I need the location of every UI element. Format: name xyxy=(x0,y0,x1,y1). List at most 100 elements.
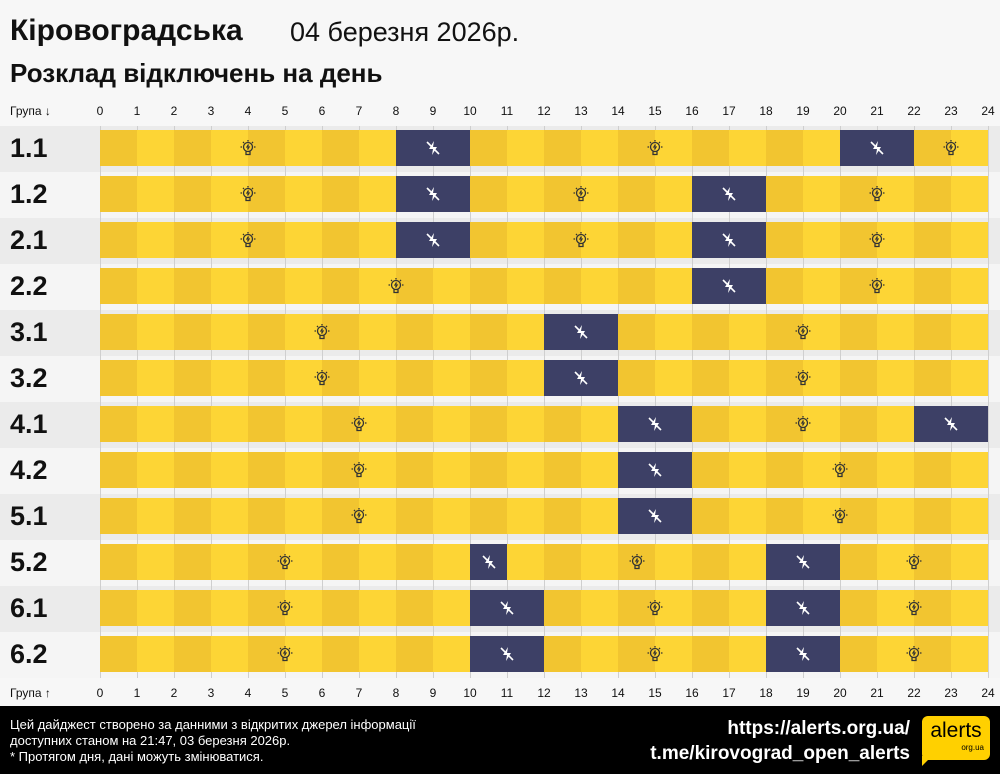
power-on-hour xyxy=(692,314,729,350)
lightbulb-icon xyxy=(904,598,924,618)
website-link[interactable]: https://alerts.org.ua/ xyxy=(727,718,910,739)
no-power-icon xyxy=(571,322,591,342)
power-on-hour xyxy=(285,222,322,258)
power-on-hour xyxy=(359,176,396,212)
power-on-hour xyxy=(877,590,914,626)
power-on-hour xyxy=(692,544,729,580)
power-on-hour xyxy=(914,360,951,396)
hour-tick: 17 xyxy=(722,104,736,118)
power-on-hour xyxy=(359,452,396,488)
power-on-hour xyxy=(655,130,692,166)
hour-gridline xyxy=(988,540,989,586)
power-on-hour xyxy=(248,130,285,166)
lightbulb-icon xyxy=(645,598,665,618)
power-on-hour xyxy=(729,636,766,672)
power-on-hour xyxy=(507,176,544,212)
power-on-hour xyxy=(507,452,544,488)
lightbulb-icon xyxy=(941,138,961,158)
power-on-hour xyxy=(581,130,618,166)
power-on-hour xyxy=(174,176,211,212)
power-on-hour xyxy=(655,360,692,396)
lightbulb-icon xyxy=(238,138,258,158)
group-row: 4.1 xyxy=(0,402,1000,448)
power-on-hour xyxy=(877,498,914,534)
power-on-hour xyxy=(211,452,248,488)
power-on-hour xyxy=(766,452,803,488)
power-on-hour xyxy=(322,360,359,396)
hour-tick: 23 xyxy=(944,686,958,700)
power-on-hour xyxy=(544,636,581,672)
lightbulb-icon xyxy=(386,276,406,296)
hour-axis-top: Група ↓ 0 1 2 3 4 5 6 7 8 9 10 11 12 13 14 15 16 17 18 19 20… xyxy=(0,100,1000,122)
hour-tick: 1 xyxy=(133,686,141,700)
group-label: 2.1 xyxy=(10,225,48,255)
power-on-hour xyxy=(359,636,396,672)
power-on-hour xyxy=(100,176,137,212)
power-on-hour xyxy=(248,314,285,350)
lightbulb-icon xyxy=(349,460,369,480)
power-on-hour xyxy=(581,590,618,626)
power-on-hour xyxy=(914,268,951,304)
power-on-hour xyxy=(729,498,766,534)
no-power-icon xyxy=(645,460,665,480)
date-label: 04 березня 2026р. xyxy=(290,17,520,47)
group-row: 5.2 xyxy=(0,540,1000,586)
hour-tick: 5 xyxy=(281,104,289,118)
group-row: 2.2 xyxy=(0,264,1000,310)
power-on-hour xyxy=(285,314,322,350)
power-on-hour xyxy=(396,636,433,672)
group-label: 5.2 xyxy=(10,547,48,577)
power-on-hour xyxy=(840,222,877,258)
power-on-hour xyxy=(359,314,396,350)
lightbulb-icon xyxy=(830,460,850,480)
power-on-hour xyxy=(322,636,359,672)
power-on-hour xyxy=(544,498,581,534)
power-on-hour xyxy=(655,176,692,212)
hour-tick: 21 xyxy=(870,686,884,700)
power-on-hour xyxy=(100,360,137,396)
power-on-hour xyxy=(803,130,840,166)
power-on-hour xyxy=(322,314,359,350)
telegram-link[interactable]: t.me/kirovograd_open_alerts xyxy=(650,743,910,764)
hour-tick: 8 xyxy=(392,686,400,700)
hour-gridline xyxy=(988,632,989,678)
group-sort-label[interactable]: Група ↓ xyxy=(10,104,51,118)
group-label: 5.1 xyxy=(10,501,48,531)
hour-tick: 19 xyxy=(796,686,810,700)
power-on-hour xyxy=(137,636,174,672)
power-on-hour xyxy=(766,498,803,534)
group-sort-label-bottom[interactable]: Група ↑ xyxy=(10,686,51,700)
power-on-hour xyxy=(692,360,729,396)
power-on-hour xyxy=(507,268,544,304)
hour-gridline xyxy=(988,126,989,172)
power-on-hour xyxy=(396,314,433,350)
power-on-hour xyxy=(951,222,988,258)
group-row: 3.2 xyxy=(0,356,1000,402)
power-on-hour xyxy=(951,314,988,350)
hour-tick: 10 xyxy=(463,104,477,118)
power-on-hour xyxy=(174,130,211,166)
power-on-hour xyxy=(766,268,803,304)
power-on-hour xyxy=(581,544,618,580)
power-on-hour xyxy=(285,590,322,626)
power-on-hour xyxy=(544,452,581,488)
lightbulb-icon xyxy=(349,414,369,434)
hour-tick: 11 xyxy=(500,686,514,700)
hour-tick: 6 xyxy=(318,686,326,700)
no-power-icon xyxy=(645,414,665,434)
power-on-hour xyxy=(803,360,840,396)
power-on-hour xyxy=(285,452,322,488)
power-on-hour xyxy=(581,636,618,672)
hour-tick: 0 xyxy=(96,686,104,700)
hour-tick: 21 xyxy=(870,104,884,118)
hour-tick: 22 xyxy=(907,686,921,700)
group-row: 6.2 xyxy=(0,632,1000,678)
power-on-hour xyxy=(914,314,951,350)
no-power-icon xyxy=(867,138,887,158)
power-on-hour xyxy=(507,130,544,166)
footer-disclaimer: Цей дайджест створено за данними з відкр… xyxy=(10,717,416,765)
power-on-hour xyxy=(951,268,988,304)
power-on-hour xyxy=(396,268,433,304)
no-power-icon xyxy=(571,368,591,388)
power-on-hour xyxy=(877,406,914,442)
